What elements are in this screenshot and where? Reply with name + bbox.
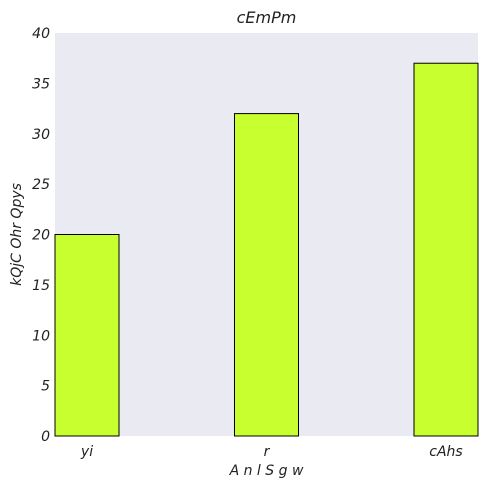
y-axis-label: kQjC Ohr Qpys <box>9 183 25 286</box>
y-tick-label: 20 <box>32 228 50 244</box>
y-tick-label: 40 <box>32 26 50 42</box>
y-tick-label: 5 <box>41 379 50 395</box>
y-tick-label: 15 <box>32 278 50 294</box>
bar-cAhs <box>413 62 479 437</box>
x-axis-label: A n l S g w <box>229 463 304 479</box>
y-tick-label: 10 <box>32 328 50 344</box>
x-axis-ticks: yi r cAhs <box>80 444 463 460</box>
x-tick-label: r <box>264 444 271 460</box>
y-tick-label: 35 <box>32 76 50 92</box>
bar-r <box>234 113 299 437</box>
x-tick-label: yi <box>80 444 93 460</box>
y-tick-label: 25 <box>32 177 50 193</box>
bar-yi <box>54 234 120 437</box>
y-tick-label: 30 <box>32 127 50 143</box>
bars <box>54 62 479 437</box>
chart-title: cEmPm <box>237 8 297 27</box>
x-tick-label: cAhs <box>429 444 462 460</box>
y-tick-label: 0 <box>41 429 50 445</box>
y-axis-ticks: 0 5 10 15 20 25 30 35 40 <box>32 26 50 445</box>
